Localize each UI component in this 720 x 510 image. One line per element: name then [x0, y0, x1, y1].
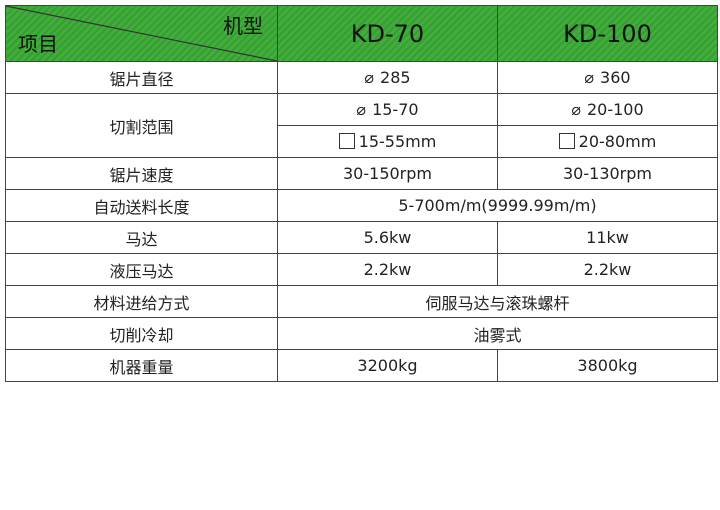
- value-cell: 油雾式: [277, 317, 718, 350]
- square-icon: [338, 133, 355, 149]
- value-cell: 15-55mm: [277, 125, 498, 158]
- value-cell: 2.2kw: [497, 253, 718, 286]
- row-label: 切割范围: [5, 93, 278, 158]
- table-row: 锯片速度 30-150rpm 30-130rpm: [5, 157, 718, 190]
- value-cell: 3200kg: [277, 349, 498, 382]
- value-cell: 3800kg: [497, 349, 718, 382]
- item-label: 项目: [18, 32, 58, 56]
- value: 20-100: [586, 100, 644, 119]
- value-cell: 伺服马达与滚珠螺杆: [277, 285, 718, 318]
- row-label: 机器重量: [5, 349, 278, 382]
- square-icon: [558, 133, 575, 149]
- table-row: 材料进给方式 伺服马达与滚珠螺杆: [5, 285, 718, 318]
- value-cell: ⌀ 20-100: [497, 93, 718, 126]
- row-label: 马达: [5, 221, 278, 254]
- value: 360: [600, 68, 631, 87]
- row-label: 切削冷却: [5, 317, 278, 350]
- table-row: 切割范围 ⌀ 15-70 ⌀ 20-100: [5, 93, 718, 158]
- value-cell: 5.6kw: [277, 221, 498, 254]
- header-row: 机型 项目 KD-70 KD-100: [5, 5, 718, 62]
- table-row: 机器重量 3200kg 3800kg: [5, 349, 718, 382]
- spec-table: 机型 项目 KD-70 KD-100 锯片直径 ⌀ 285 ⌀ 360 切割范围 ⌀…: [5, 5, 718, 382]
- value: 15-70: [372, 100, 419, 119]
- value-cell: ⌀ 360: [497, 61, 718, 94]
- model-label: 机型: [223, 14, 263, 38]
- diameter-icon: ⌀: [584, 68, 595, 87]
- diagonal-line: [6, 6, 277, 61]
- value-cell: 30-150rpm: [277, 157, 498, 190]
- value-cell: ⌀ 15-70: [277, 93, 498, 126]
- value-cell: 11kw: [497, 221, 718, 254]
- row-label: 锯片直径: [5, 61, 278, 94]
- value: 285: [380, 68, 411, 87]
- diameter-icon: ⌀: [356, 100, 367, 119]
- model-kd70: KD-70: [277, 5, 498, 62]
- row-label: 自动送料长度: [5, 189, 278, 222]
- value-cell: 2.2kw: [277, 253, 498, 286]
- table-row: 锯片直径 ⌀ 285 ⌀ 360: [5, 61, 718, 94]
- row-label: 液压马达: [5, 253, 278, 286]
- table-row: 自动送料长度 5-700m/m(9999.99m/m): [5, 189, 718, 222]
- table-row: 液压马达 2.2kw 2.2kw: [5, 253, 718, 286]
- value-cell: 20-80mm: [497, 125, 718, 158]
- corner-cell: 机型 项目: [5, 5, 278, 62]
- model-kd100: KD-100: [497, 5, 718, 62]
- value: 15-55mm: [358, 132, 437, 151]
- table-row: 15-55mm 20-80mm: [6, 125, 718, 158]
- row-label: 材料进给方式: [5, 285, 278, 318]
- value-cell: 5-700m/m(9999.99m/m): [277, 189, 718, 222]
- value-cell: ⌀ 285: [277, 61, 498, 94]
- value-cell: 30-130rpm: [497, 157, 718, 190]
- table-row: 切削冷却 油雾式: [5, 317, 718, 350]
- diameter-icon: ⌀: [571, 100, 581, 119]
- table-row: 马达 5.6kw 11kw: [5, 221, 718, 254]
- value: 20-80mm: [578, 132, 657, 151]
- row-label: 锯片速度: [5, 157, 278, 190]
- diameter-icon: ⌀: [364, 68, 375, 87]
